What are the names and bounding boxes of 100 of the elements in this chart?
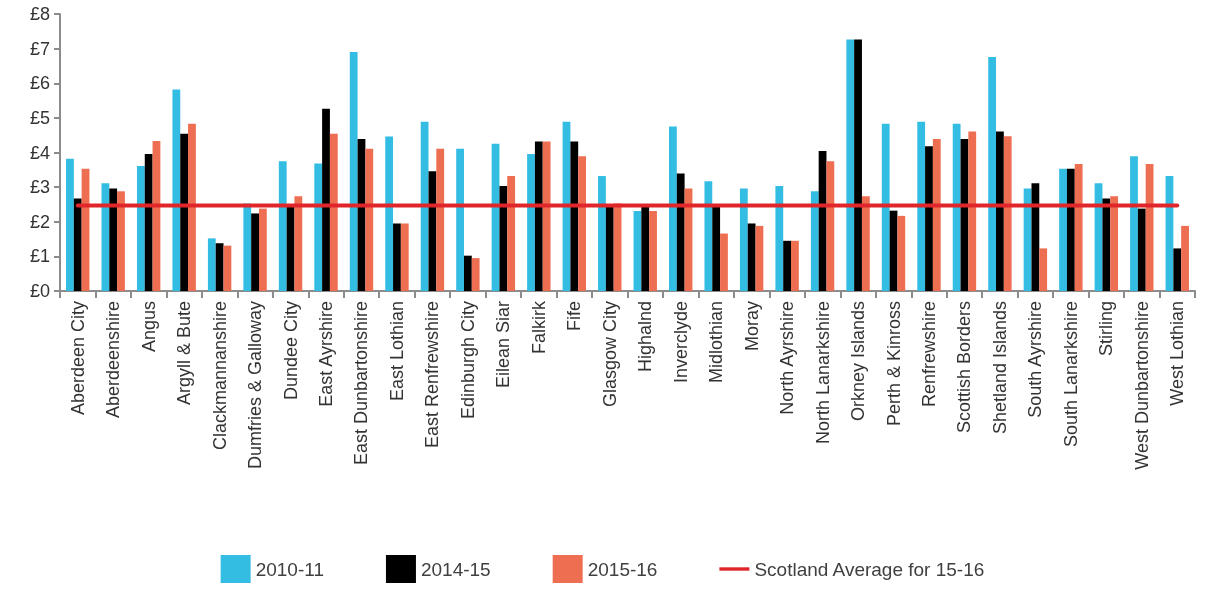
legend-label: Scotland Average for 15-16 [754, 558, 985, 580]
bar [988, 56, 997, 291]
bar [329, 133, 338, 291]
bar [1145, 163, 1154, 291]
x-tick-label: Aberdeenshire [103, 301, 124, 419]
y-tick-label: £6 [29, 73, 50, 94]
bar [1137, 208, 1146, 291]
y-tick-label: £4 [29, 142, 50, 163]
x-tick-label: North Ayrshire [777, 301, 798, 415]
bar [1130, 156, 1138, 291]
x-tick-label: Eilean Siar [493, 300, 514, 389]
x-tick-label: East Lothian [386, 301, 407, 402]
x-tick-label: Dundee City [280, 301, 301, 401]
bar [720, 233, 728, 291]
bar [471, 258, 480, 291]
bar [258, 208, 267, 291]
x-tick-label: West Lothian [1167, 301, 1188, 406]
bar [499, 186, 508, 291]
bar [180, 133, 189, 291]
bar [1039, 248, 1048, 291]
bar [172, 89, 181, 291]
y-tick-label: £5 [29, 107, 50, 128]
bar [605, 206, 614, 291]
x-tick-label: Orkney Islands [848, 301, 869, 422]
x-tick-label: West Dunbartonshire [1131, 301, 1152, 470]
bar [897, 215, 906, 291]
bar [704, 181, 713, 291]
bar [251, 213, 259, 291]
y-tick-label: £7 [29, 38, 50, 59]
bar [932, 139, 941, 291]
y-tick-label: £1 [29, 246, 50, 267]
bar [385, 136, 394, 291]
legend-label: 2015-16 [587, 558, 658, 580]
bar [846, 39, 855, 291]
bar [322, 108, 330, 291]
x-tick-label: Scottish Borders [954, 301, 975, 434]
bar [633, 211, 642, 291]
x-tick-label: Angus [138, 301, 159, 353]
bar [641, 206, 650, 291]
bar [463, 255, 472, 291]
y-tick-label: £0 [29, 281, 50, 301]
bar [534, 141, 543, 291]
bar [542, 141, 551, 291]
bar [294, 196, 303, 291]
x-tick-label: Fife [564, 301, 585, 332]
bar [314, 163, 323, 291]
bar [1074, 163, 1083, 291]
x-tick-label: Renfrewshire [918, 301, 939, 408]
x-tick-label: South Lanarkshire [1060, 301, 1081, 448]
y-tick-label: £2 [29, 211, 50, 232]
bar [861, 196, 870, 291]
bar [739, 188, 748, 291]
bar [117, 191, 125, 291]
bar [598, 176, 606, 291]
bar [649, 211, 657, 291]
bar [952, 123, 961, 291]
x-tick-label: Perth & Kinross [883, 301, 904, 427]
bar [136, 166, 145, 291]
x-tick-label: Falkirk [528, 300, 549, 354]
bar [1102, 198, 1111, 291]
y-tick-label: £3 [29, 177, 50, 198]
x-tick-label: Dumfries & Galloway [245, 301, 266, 470]
x-tick-label: Stirling [1096, 301, 1117, 357]
bar [925, 146, 933, 291]
y-tick-label: £8 [29, 4, 50, 24]
bar [393, 223, 401, 291]
x-tick-label: East Ayrshire [316, 301, 337, 407]
bar [1066, 168, 1075, 291]
bar [400, 223, 409, 291]
bar [101, 183, 110, 291]
bar [1031, 183, 1040, 291]
x-tick-label: East Dunbartonshire [351, 301, 372, 466]
bar [1181, 225, 1189, 291]
bar [527, 153, 535, 291]
bar [436, 148, 445, 291]
x-tick-label: Moray [741, 301, 762, 352]
bar [783, 240, 792, 291]
bar [881, 123, 890, 291]
bar [791, 240, 799, 291]
bar [1110, 196, 1119, 291]
bar [712, 206, 721, 291]
legend-label: 2014-15 [420, 558, 491, 580]
bar [669, 126, 677, 291]
bar [968, 131, 977, 291]
bar [854, 39, 862, 291]
bar [996, 131, 1004, 291]
bar [578, 156, 586, 291]
bar [278, 161, 287, 291]
x-tick-label: North Lanarkshire [812, 301, 833, 445]
bar [420, 121, 429, 291]
bar [1173, 248, 1182, 291]
bar [215, 243, 224, 291]
x-tick-label: Clackmannanshire [209, 301, 230, 451]
bar [73, 198, 82, 291]
bar [109, 188, 118, 291]
bar [144, 153, 153, 291]
bar [917, 121, 926, 291]
bar [66, 158, 74, 291]
bar [365, 148, 374, 291]
x-tick-label: Edinburgh City [457, 301, 478, 420]
